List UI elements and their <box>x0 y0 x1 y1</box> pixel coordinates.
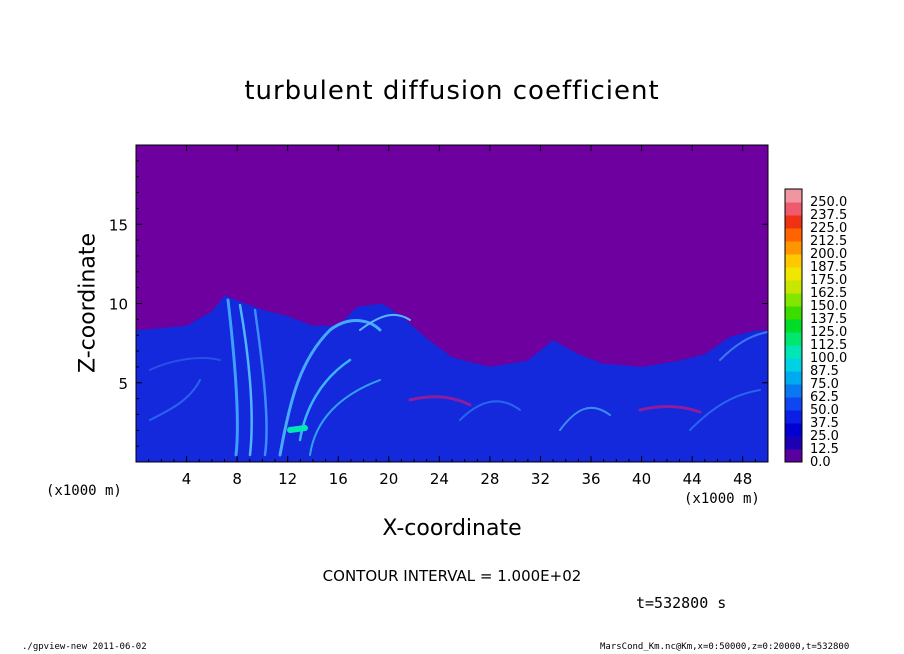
streak-15 <box>638 405 702 414</box>
streak-14 <box>408 395 472 407</box>
colorbar-swatch <box>785 319 802 333</box>
chart-title: turbulent diffusion coefficient <box>244 76 660 106</box>
colorbar-label: 0.0 <box>810 455 831 470</box>
streak-0 <box>226 298 239 457</box>
colorbar-label: 50.0 <box>810 403 839 418</box>
colorbar-label: 225.0 <box>810 221 847 236</box>
time-label: t=532800 s <box>636 594 727 612</box>
x-tick-label: 16 <box>329 470 348 488</box>
streak-3 <box>278 319 382 457</box>
turbulent-layer <box>136 295 768 462</box>
x-axis-label: X-coordinate <box>382 516 522 541</box>
colorbar-swatch <box>785 397 802 411</box>
colorbar-swatch <box>785 267 802 281</box>
y-axis-label: Z-coordinate <box>75 233 101 373</box>
colorbar-swatch <box>785 436 802 450</box>
colorbar-label: 212.5 <box>810 234 847 249</box>
colorbar-label: 37.5 <box>810 416 839 431</box>
colorbar-swatch <box>785 280 802 294</box>
colorbar-swatch <box>785 384 802 398</box>
colorbar-swatch <box>785 293 802 307</box>
colorbar-frame <box>784 188 803 463</box>
colorbar-swatch <box>785 332 802 346</box>
streak-1 <box>238 303 253 457</box>
streak-9 <box>459 400 521 421</box>
colorbar-swatch <box>785 241 802 255</box>
colorbar-label: 175.0 <box>810 273 847 288</box>
colorbar-label: 25.0 <box>810 429 839 444</box>
colorbar-swatch <box>785 215 802 229</box>
x-axis-unit-right: (x1000 m) <box>684 491 760 507</box>
colorbar-swatch <box>785 371 802 385</box>
colorbar-swatch <box>785 423 802 437</box>
colorbar-label: 62.5 <box>810 390 839 405</box>
x-tick-label: 20 <box>379 470 398 488</box>
x-tick-label: 32 <box>531 470 550 488</box>
x-axis-unit-left: (x1000 m) <box>46 483 122 499</box>
y-axis-ticks: 5 10 15 <box>109 160 768 447</box>
colorbar-label: 162.5 <box>810 286 847 301</box>
streak-8 <box>149 379 201 421</box>
streak-7 <box>359 313 411 331</box>
x-tick-label: 8 <box>232 470 242 488</box>
colorbar-label: 112.5 <box>810 338 847 353</box>
footer-left: ./gpview-new 2011-06-02 <box>22 642 147 652</box>
x-tick-label: 48 <box>733 470 752 488</box>
x-tick-label: 44 <box>683 470 702 488</box>
streak-13 <box>149 357 221 371</box>
streak-6 <box>287 425 308 433</box>
streak-12 <box>719 331 768 361</box>
colorbar-swatch <box>785 410 802 424</box>
colorbar-label: 12.5 <box>810 442 839 457</box>
colorbar-swatch <box>785 254 802 268</box>
x-tick-label: 28 <box>480 470 499 488</box>
x-tick-label: 12 <box>278 470 297 488</box>
x-axis-ticks: 4 8 12 16 20 24 28 32 36 40 44 48 <box>148 145 756 488</box>
streak-5 <box>309 379 381 456</box>
colorbar-label: 87.5 <box>810 364 839 379</box>
colorbar-label: 125.0 <box>810 325 847 340</box>
colorbar-label: 100.0 <box>810 351 847 366</box>
x-tick-label: 36 <box>581 470 600 488</box>
colorbar-swatch <box>785 358 802 372</box>
colorbar-label: 237.5 <box>810 208 847 223</box>
colorbar-label: 75.0 <box>810 377 839 392</box>
turbulent-streaks <box>149 298 768 457</box>
colorbar-label: 187.5 <box>810 260 847 275</box>
y-tick-label: 5 <box>118 375 128 393</box>
colorbar-swatch <box>785 306 802 320</box>
colorbar: 0.012.525.037.550.062.575.087.5100.0112.… <box>784 188 847 470</box>
streak-10 <box>559 406 611 431</box>
colorbar-label: 200.0 <box>810 247 847 262</box>
colorbar-swatch <box>785 202 802 216</box>
x-tick-label: 40 <box>632 470 651 488</box>
colorbar-swatch <box>785 345 802 359</box>
colorbar-label: 137.5 <box>810 312 847 327</box>
y-tick-label: 10 <box>109 296 128 314</box>
colorbar-label: 150.0 <box>810 299 847 314</box>
colorbar-swatch <box>785 449 802 463</box>
x-tick-label: 4 <box>182 470 192 488</box>
colorbar-swatch <box>785 189 802 203</box>
streak-11 <box>689 389 761 431</box>
footer-right: MarsCond_Km.nc@Km,x=0:50000,z=0:20000,t=… <box>600 642 850 652</box>
streak-2 <box>253 308 268 457</box>
colorbar-label: 250.0 <box>810 195 847 210</box>
y-tick-label: 15 <box>109 216 128 234</box>
x-tick-label: 24 <box>430 470 449 488</box>
colorbar-swatch <box>785 228 802 242</box>
contour-interval-text: CONTOUR INTERVAL = 1.000E+02 <box>322 567 582 585</box>
